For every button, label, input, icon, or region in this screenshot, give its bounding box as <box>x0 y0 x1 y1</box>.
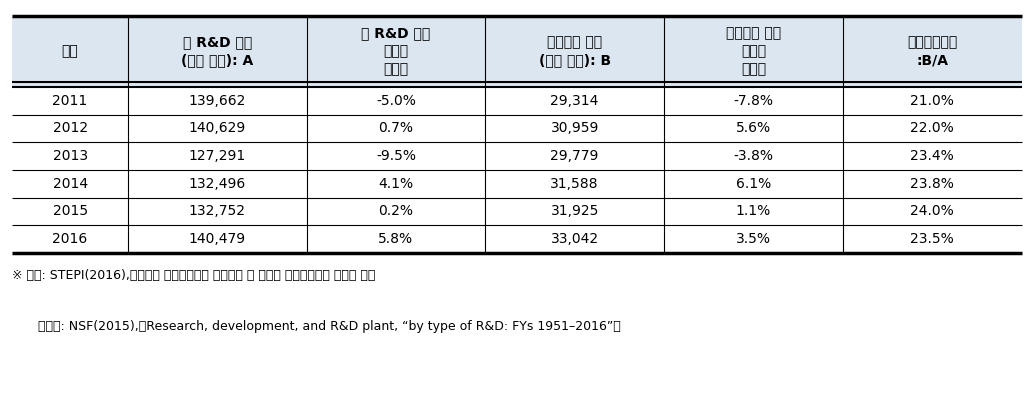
Text: 0.2%: 0.2% <box>378 204 414 218</box>
Text: 2016: 2016 <box>53 232 88 246</box>
Text: ※ 출처: STEPI(2016),「글로벌 기초연구정책 이슈분석 및 플랫폼 구축방안」의 내용을 수정: ※ 출처: STEPI(2016),「글로벌 기초연구정책 이슈분석 및 플랫폼… <box>12 269 375 282</box>
Text: 연도: 연도 <box>62 44 79 58</box>
Bar <box>12 115 1022 142</box>
Text: -9.5%: -9.5% <box>376 149 416 163</box>
Text: 5.6%: 5.6% <box>736 121 771 135</box>
Text: 30,959: 30,959 <box>550 121 599 135</box>
Text: 기초연구비중
:B/A: 기초연구비중 :B/A <box>907 36 957 67</box>
Text: 23.5%: 23.5% <box>910 232 954 246</box>
Text: 21.0%: 21.0% <box>910 94 954 108</box>
Text: 31,588: 31,588 <box>550 177 599 191</box>
Text: 2013: 2013 <box>53 149 88 163</box>
Text: 4.1%: 4.1% <box>378 177 414 191</box>
Text: 22.0%: 22.0% <box>910 121 954 135</box>
Text: -5.0%: -5.0% <box>376 94 416 108</box>
Text: 원출처: NSF(2015),「Research, development, and R&D plant, “by type of R&D: FYs 1951–: 원출처: NSF(2015),「Research, development, a… <box>38 320 621 333</box>
Text: 139,662: 139,662 <box>188 94 246 108</box>
Text: 3.5%: 3.5% <box>736 232 771 246</box>
Bar <box>12 170 1022 198</box>
Text: 23.8%: 23.8% <box>910 177 954 191</box>
Text: 0.7%: 0.7% <box>378 121 414 135</box>
Text: 2015: 2015 <box>53 204 88 218</box>
Text: 132,752: 132,752 <box>188 204 246 218</box>
Text: 2012: 2012 <box>53 121 88 135</box>
Bar <box>12 87 1022 115</box>
Text: 31,925: 31,925 <box>550 204 599 218</box>
Text: 29,779: 29,779 <box>550 149 599 163</box>
Text: 기초연구 예산
(백만 달러): B: 기초연구 예산 (백만 달러): B <box>539 36 611 67</box>
Text: 5.8%: 5.8% <box>378 232 414 246</box>
Text: 24.0%: 24.0% <box>910 204 954 218</box>
Text: 2011: 2011 <box>53 94 88 108</box>
Text: 29,314: 29,314 <box>550 94 599 108</box>
Text: -3.8%: -3.8% <box>733 149 773 163</box>
Text: 6.1%: 6.1% <box>736 177 771 191</box>
Text: 140,629: 140,629 <box>188 121 246 135</box>
Text: 2014: 2014 <box>53 177 88 191</box>
Bar <box>12 142 1022 170</box>
Text: 1.1%: 1.1% <box>736 204 771 218</box>
Text: 127,291: 127,291 <box>188 149 246 163</box>
Text: 132,496: 132,496 <box>188 177 246 191</box>
Bar <box>12 225 1022 253</box>
Text: 기초연구 예산
연도별
증가율: 기초연구 예산 연도별 증가율 <box>726 26 781 76</box>
Text: 33,042: 33,042 <box>551 232 599 246</box>
Text: 140,479: 140,479 <box>188 232 246 246</box>
Text: 총 R&D 예산
(백만 달러): A: 총 R&D 예산 (백만 달러): A <box>181 36 253 67</box>
Text: 23.4%: 23.4% <box>910 149 954 163</box>
Text: 총 R&D 예산
연도별
증가율: 총 R&D 예산 연도별 증가율 <box>361 26 430 76</box>
Text: -7.8%: -7.8% <box>733 94 773 108</box>
Bar <box>12 198 1022 225</box>
